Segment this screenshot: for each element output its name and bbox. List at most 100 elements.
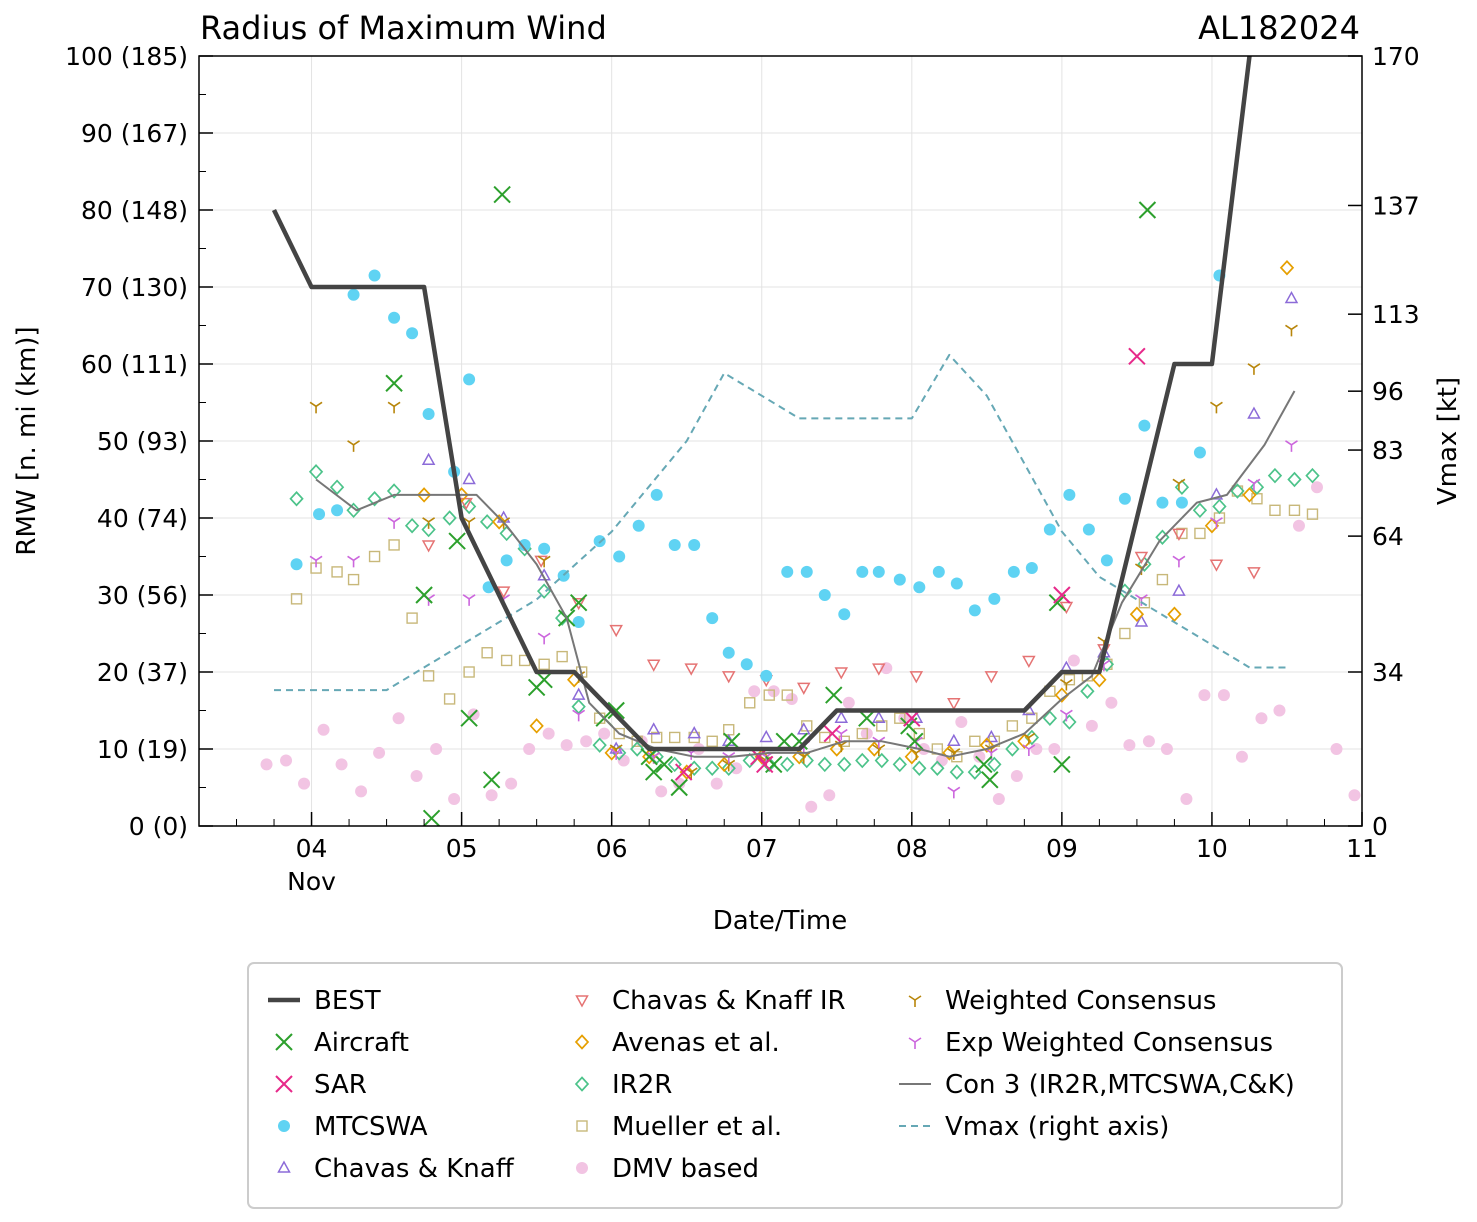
point-chavas-knaff [687, 726, 701, 739]
y-tick-label: 40 (74) [97, 504, 188, 533]
legend-item-best: BEST [268, 986, 381, 1016]
point-ir2r [892, 756, 907, 773]
point-mueller-et-al [556, 650, 568, 663]
point-dmv-based [1348, 789, 1361, 802]
point-sar [750, 747, 768, 766]
tri-stroke [840, 728, 848, 735]
point-ir2r [721, 760, 736, 777]
y-axis-label: RMW [n. mi (km)] [12, 326, 42, 555]
point-aircraft [640, 747, 658, 766]
point-weighted-consensus [872, 744, 886, 756]
point-ir2r [461, 498, 477, 515]
y-tick-label: 90 (167) [81, 119, 188, 148]
point-mueller-et-al [406, 612, 418, 624]
point-mtcswa [1100, 554, 1113, 567]
legend-label: Avenas et al. [612, 1028, 780, 1058]
legend-swatch [576, 1162, 588, 1174]
point-ir2r [1287, 471, 1302, 488]
tri-stroke [537, 555, 545, 562]
tri-stroke [315, 401, 323, 408]
legend-label: Con 3 (IR2R,MTCSWA,C&K) [945, 1070, 1295, 1100]
legend-swatch [278, 1120, 290, 1132]
point-dmv-based [805, 800, 818, 813]
point-mtcswa [781, 565, 794, 578]
tri-stroke [1103, 659, 1111, 665]
point-avenas-et-al [1242, 487, 1257, 503]
legend-item-con-3-ir2r-mtcswa-c-k: Con 3 (IR2R,MTCSWA,C&K) [899, 1070, 1295, 1100]
point-dmv-based [580, 735, 593, 748]
point-mueller-et-al [781, 689, 793, 701]
point-aircraft [415, 586, 433, 604]
point-dmv-based [298, 777, 311, 790]
point-aircraft [981, 771, 999, 789]
y-tick-label: 60 (111) [81, 350, 188, 379]
point-ir2r [329, 479, 345, 495]
point-mueller-et-al [422, 670, 435, 682]
tri-stroke [615, 748, 623, 754]
point-weighted-consensus [1172, 478, 1186, 491]
legend-item-avenas-et-al: Avenas et al. [574, 1028, 780, 1058]
x-stroke [750, 747, 768, 766]
point-mueller-et-al [1288, 504, 1301, 516]
point-chavas-knaff-ir [609, 624, 623, 638]
x-tick-label: 04 [296, 834, 328, 863]
y2-tick-label: 170 [1372, 42, 1420, 71]
x-stroke [460, 709, 478, 727]
y-tick-label: 20 (37) [97, 658, 188, 687]
tri-stroke [1285, 324, 1292, 331]
point-aircraft [607, 701, 625, 720]
point-weighted-consensus [1285, 324, 1298, 337]
point-dmv-based [448, 793, 461, 806]
x-tick-label: 08 [896, 834, 928, 863]
point-mueller-et-al [500, 654, 513, 667]
x-stroke [569, 593, 588, 612]
point-mueller-et-al [856, 727, 868, 740]
point-dmv-based [1048, 743, 1061, 755]
point-mueller-et-al [331, 566, 343, 578]
point-mueller-et-al [706, 735, 718, 747]
point-sar [823, 724, 841, 743]
legend-item-mtcswa: MTCSWA [278, 1112, 428, 1142]
point-exp-weighted-consensus [572, 709, 586, 722]
point-dmv-based [1310, 481, 1323, 494]
y-tick-label: 80 (148) [81, 196, 188, 225]
point-aircraft [460, 709, 478, 727]
point-chavas-knaff-ir [646, 659, 661, 672]
tri-stroke [953, 748, 961, 754]
point-ir2r [817, 756, 832, 773]
tri-stroke [387, 517, 395, 523]
point-dmv-based [260, 758, 273, 771]
point-mtcswa [632, 519, 645, 532]
point-mueller-et-al [368, 550, 381, 563]
tri-stroke [462, 594, 470, 600]
x-axis-label: Date/Time [713, 906, 848, 936]
point-ir2r [667, 756, 682, 773]
point-ir2r [479, 514, 495, 530]
point-ir2r [987, 756, 1002, 773]
tri-stroke [1209, 401, 1217, 408]
point-dmv-based [673, 777, 686, 790]
point-mtcswa [538, 542, 551, 555]
point-chavas-knaff-ir [796, 682, 811, 695]
y2-tick-label: 83 [1372, 436, 1404, 465]
point-mtcswa [1007, 565, 1020, 578]
point-dmv-based [1123, 739, 1136, 752]
tri-stroke [653, 752, 661, 758]
point-ir2r [949, 764, 964, 780]
tri-stroke [909, 748, 917, 754]
legend-item-ir2r: IR2R [574, 1070, 672, 1100]
y2-axis-label: Vmax [kt] [1433, 377, 1463, 505]
legend-swatch [275, 1075, 293, 1093]
legend-swatch [575, 995, 589, 1008]
x-stroke [640, 747, 658, 766]
tri-stroke [1022, 744, 1030, 750]
legend-swatch [275, 1033, 293, 1051]
y2-tick-label: 137 [1372, 191, 1420, 220]
point-chavas-knaff [759, 729, 774, 743]
point-chavas-knaff [646, 722, 661, 735]
point-mtcswa [950, 577, 963, 590]
point-avenas-et-al [491, 514, 507, 530]
x-stroke [670, 778, 688, 797]
series-weighted-consensus [309, 324, 1298, 780]
legend-label: Aircraft [314, 1028, 409, 1058]
